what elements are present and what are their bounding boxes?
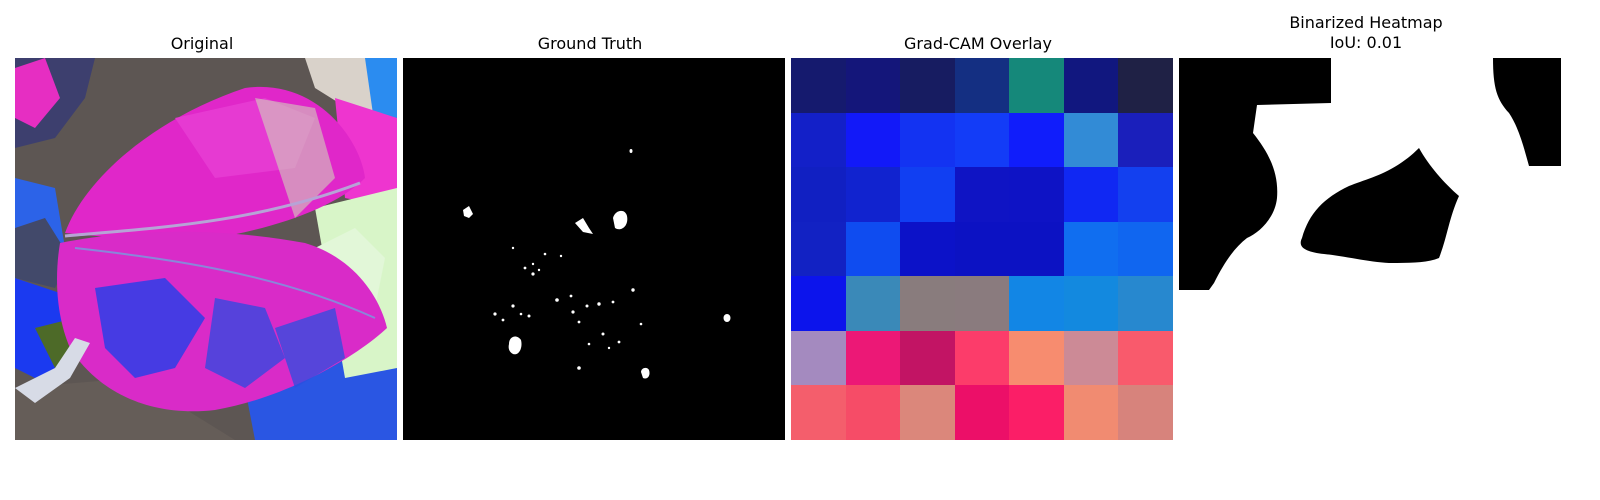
gradcam-cell [900, 221, 955, 277]
gradcam-cell [845, 221, 901, 277]
gradcam-cell [791, 112, 846, 168]
gradcam-cell [1118, 330, 1173, 386]
gradcam-overlay [791, 58, 1173, 440]
original-title: Original [170, 34, 234, 53]
gradcam-cell [845, 330, 901, 386]
gradcam-cell [1009, 112, 1064, 168]
gradcam-cell [900, 330, 955, 386]
original-image [15, 58, 397, 440]
gradcam-cell [791, 276, 846, 331]
gradcam-cell [1118, 221, 1173, 277]
gradcam-cell [845, 58, 901, 113]
gradcam-cell [1063, 330, 1119, 386]
gradcam-cell [954, 221, 1010, 277]
gradcam-cell [845, 112, 901, 168]
gradcam-cell [1009, 276, 1064, 331]
gradcam-cell [954, 385, 1010, 440]
gradcam-cell [900, 112, 955, 168]
gradcam-cell [1118, 276, 1173, 331]
gradcam-cell [954, 330, 1010, 386]
gradcam-cell [900, 58, 955, 113]
gradcam-cell [1063, 276, 1119, 331]
gradcam-cell [1063, 385, 1119, 440]
gradcam-cell [900, 276, 955, 331]
gradcam-cell [791, 167, 846, 222]
gradcam-cell [791, 58, 846, 113]
gradcam-cell [1009, 330, 1064, 386]
gradcam-cell [1118, 385, 1173, 440]
ground-truth-mask [403, 58, 785, 440]
gradcam-cell [1009, 167, 1064, 222]
gradcam-cell [845, 167, 901, 222]
gradcam-cell [954, 58, 1010, 113]
gradcam-cell [845, 385, 901, 440]
ground-truth-title: Ground Truth [537, 34, 643, 53]
gradcam-cell [791, 330, 846, 386]
gradcam-cell [954, 276, 1010, 331]
binarized-heatmap [1179, 58, 1561, 440]
gradcam-cell [1118, 167, 1173, 222]
binarized-title: Binarized Heatmap IoU: 0.01 [1289, 13, 1443, 52]
gradcam-cell [1009, 385, 1064, 440]
gradcam-title: Grad-CAM Overlay [904, 34, 1052, 53]
gradcam-cell [954, 112, 1010, 168]
gradcam-cell [1063, 167, 1119, 222]
gradcam-cell [1009, 58, 1064, 113]
gradcam-cell [900, 167, 955, 222]
gradcam-cell [954, 167, 1010, 222]
gradcam-cell [1063, 112, 1119, 168]
gradcam-cell [900, 385, 955, 440]
gradcam-cell [791, 221, 846, 277]
gradcam-cell [1118, 58, 1173, 113]
gradcam-cell [791, 385, 846, 440]
gradcam-cell [1009, 221, 1064, 277]
gradcam-cell [1118, 112, 1173, 168]
gradcam-cell [1063, 221, 1119, 277]
gradcam-cell [1063, 58, 1119, 113]
gradcam-cell [845, 276, 901, 331]
gradcam-grid [791, 58, 1173, 440]
